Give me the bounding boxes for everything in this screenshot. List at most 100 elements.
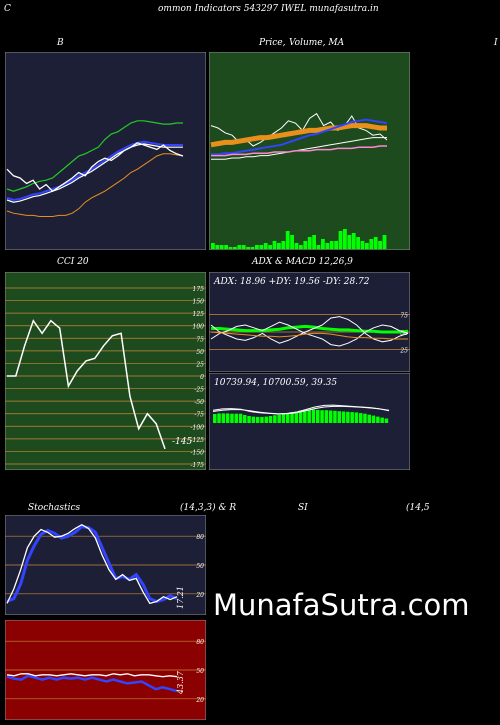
cci-tick-label-8: -25 [194,387,204,394]
volume-bar-22 [307,237,312,249]
bollinger-series-4 [6,142,184,193]
cci-tick-label-14: -175 [191,462,205,469]
adx-readout: ADX: 18.96 +DY: 19.56 -DY: 28.72 [213,277,370,287]
macd-bar-10 [255,416,260,423]
bollinger-series-1 [6,140,183,202]
bollinger-series-2 [6,143,183,203]
adx-macd-title: ADX & MACD 12,26,9 [252,257,353,267]
macd-bar-25 [320,410,324,423]
volume-bar-30 [343,229,347,249]
volume-bar-9 [250,247,255,249]
volume-bar-38 [378,241,382,249]
macd-bar-16 [281,414,286,423]
macd-bar-8 [247,416,251,423]
volume-bar-25 [321,239,325,249]
macd-bar-23 [311,409,316,423]
macd-bar-5 [234,413,238,423]
macd-bar-38 [376,416,380,423]
adx-tick-label-1: 50 [400,330,408,337]
macd-panel: 10739.94, 10700.59, 39.35 [209,373,410,470]
volume-bar-18 [290,235,294,249]
rsi-series-0 [6,674,178,693]
stochastics-tick-label-2: 20 [195,592,204,599]
price-panel [209,52,410,250]
volume-bar-29 [338,231,343,249]
volume-bar-32 [351,233,356,249]
adx-series-2 [210,321,409,347]
macd-bar-26 [324,410,329,423]
volume-bar-15 [277,243,281,249]
page-title: ommon Indicators 543297 IWEL munafasutra… [158,4,379,14]
price-title: Price, [259,38,286,48]
adx-series-3 [210,331,408,340]
cci-tick-label-1: 150 [193,299,205,306]
macd-bar-6 [238,413,243,423]
bollinger-series-0 [6,120,183,192]
macd-bar-15 [277,414,281,423]
stochastics-series-0 [6,525,178,604]
macd-bar-7 [243,415,247,423]
volume-bar-19 [294,243,299,249]
volume-bar-34 [360,241,365,249]
volume-bar-26 [325,243,330,249]
macd-bar-20 [298,410,303,423]
macd-bar-35 [363,413,367,423]
volume-bar-6 [237,245,242,249]
macd-bar-13 [268,416,273,423]
macd-bar-17 [286,413,290,423]
volume-bar-0 [211,243,215,249]
volume-bar-20 [299,245,303,249]
price-title-overlap: Volume, MA [289,38,345,48]
macd-readout: 10739.94, 10700.59, 39.35 [214,378,337,388]
price-series-1 [210,123,387,148]
volume-bar-11 [259,245,264,249]
cci-tick-label-5: 50 [196,349,204,356]
cci-tick-label-11: -100 [191,424,205,431]
macd-bar-31 [346,411,350,423]
macd-bar-27 [328,410,333,423]
macd-bar-30 [341,411,346,423]
volume-bar-21 [303,241,308,249]
stochastics-tick-label-0: 80 [196,534,204,541]
rsi-tick-label-0: 80 [196,639,204,646]
volume-bar-1 [215,245,220,249]
volume-bar-28 [334,241,338,249]
watermark-text: MunafaSutra.com [213,588,470,622]
cci-tick-label-10: -75 [194,412,204,419]
volume-bar-24 [316,245,321,249]
bollinger-series-3 [6,153,184,217]
volume-bar-8 [246,247,250,249]
cci-panel: 175 150 125 100 75 50 25 0 -25 -50 -75 -100 -125 -150… [5,272,206,470]
volume-bar-12 [263,243,268,249]
macd-bar-39 [380,417,384,423]
macd-bar-36 [367,414,371,423]
rsi-series-1 [6,673,178,678]
macd-bar-24 [316,409,320,423]
cci-tick-label-2: 125 [193,311,205,318]
rsi-title: SI [298,503,308,513]
macd-bar-0 [213,414,217,423]
cci-tick-label-9: -50 [194,399,204,406]
volume-bar-4 [228,247,233,249]
adx-series-0 [211,324,409,334]
volume-bar-17 [285,231,290,249]
volume-bar-37 [373,237,378,249]
macd-bar-11 [260,416,264,423]
volume-bar-3 [224,245,228,249]
cci-tick-label-0: 175 [193,286,205,293]
volume-bar-10 [255,245,259,249]
stoch-value-label: 17.21 [176,586,185,609]
volume-bar-35 [365,243,369,249]
macd-bar-19 [294,411,299,423]
rsi-value-label: 43.37 [176,670,185,695]
macd-bar-12 [264,416,268,423]
macd-bar-34 [359,413,363,423]
macd-bar-28 [333,410,337,423]
cci-tick-label-6: 25 [195,361,204,368]
cci-tick-label-3: 100 [193,324,205,331]
adx-tick-label-0: 75 [400,313,408,320]
cci-value-label: -145 [172,437,192,447]
stochastics-panel: 80 50 20 17.21 [5,515,206,615]
price-series-2 [211,118,388,156]
macd-bar-1 [217,413,221,423]
